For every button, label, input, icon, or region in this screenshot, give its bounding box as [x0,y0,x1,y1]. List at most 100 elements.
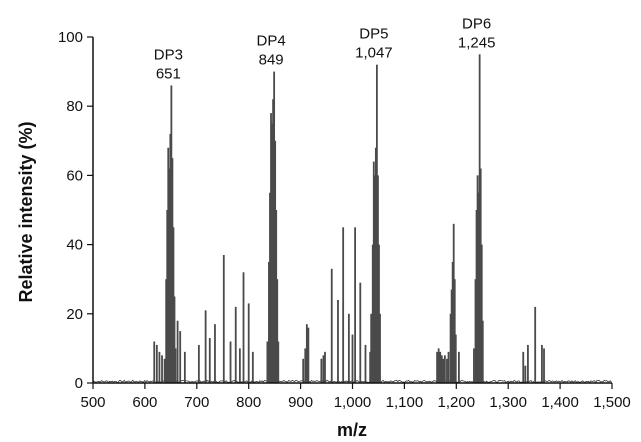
peak-bar [197,344,200,383]
peak-bar [322,355,325,383]
y-tick-label: 100 [58,29,83,46]
peak-name-label: DP3 [154,46,183,63]
peak-bar [446,358,448,383]
peak-bar [204,310,207,383]
peak-bar [271,123,273,383]
peak-bar [268,261,270,383]
peak-bar [371,244,374,383]
peak-bar [155,344,158,383]
peak-bar [277,341,280,383]
peak-bar [474,279,477,383]
x-axis-title: m/z [337,420,367,440]
peak-bar [450,289,453,383]
peak-bar [320,358,323,383]
peak-mz-label: 1,047 [355,45,393,62]
x-tick-label: 800 [236,394,261,411]
peak-bar [480,244,483,383]
peak-bar [447,351,450,383]
y-axis-title: Relative intensity (%) [16,121,36,302]
peak-bar [247,303,250,383]
peak-mz-label: 849 [259,52,284,69]
peak-bar [473,348,475,383]
spectrum-peaks [153,54,545,384]
peak-bar [324,351,326,383]
peak-bar [347,313,350,383]
peak-bar [359,282,362,383]
peak-bar [274,140,277,383]
x-tick-label: 700 [184,394,209,411]
peak-bar [534,306,537,383]
peak-bar [238,348,241,383]
x-tick-label: 1,100 [386,394,424,411]
peak-bar [176,320,179,383]
x-tick-label: 900 [288,394,313,411]
peak-bar [170,85,173,383]
peak-bar [541,344,543,383]
peak-bar [477,192,480,383]
peak-bar [377,175,379,383]
peak-bar [251,351,254,383]
peak-bar [167,147,170,383]
peak-bar [242,272,245,383]
y-tick-label: 20 [66,306,83,323]
peak-bar [543,348,545,383]
peak-bar [183,351,186,383]
peak-bar [374,147,377,383]
peak-bar [442,358,445,383]
peak-bar [452,223,455,383]
peak-annotations: DP3 651 DP4 849 DP5 1,047 DP6 1,245 [154,15,496,82]
peak-bar [302,358,305,383]
y-tick-label: 40 [66,237,83,254]
peak-bar [437,348,440,383]
x-tick-label: 1,400 [541,394,579,411]
peak-name-label: DP5 [359,26,388,43]
y-tick-label: 80 [66,98,83,115]
peak-bar [172,227,175,383]
peak-bar [369,351,372,383]
peak-bar [275,210,278,383]
peak-bar [174,348,177,383]
peak-bar [163,358,166,383]
peak-bar [439,351,442,383]
peak-bar [372,161,375,383]
peak-mz-label: 1,245 [458,34,496,51]
peak-bar [370,313,373,383]
y-tick-label: 60 [66,167,83,184]
peak-bar [475,210,478,383]
peak-bar [214,324,216,383]
peak-bar [458,351,460,383]
peak-bar [436,351,438,383]
peak-bar [179,331,182,383]
peak-bar [208,338,211,383]
peak-bar [375,64,378,384]
peak-bar [522,351,525,383]
peak-bar [166,210,169,383]
peak-bar [451,261,454,383]
peak-bar [305,324,308,383]
peak-bar [276,279,279,383]
peak-bar [165,279,168,383]
peak-bar [342,227,345,383]
peak-bar [158,351,161,383]
peak-bar [171,158,174,383]
peak-mz-label: 651 [156,65,181,82]
peak-bar [354,227,356,383]
peak-bar [527,344,529,383]
peak-bar [454,334,457,383]
peak-bar [168,168,171,383]
peak-bar [161,355,163,383]
peak-bar [364,344,367,383]
x-tick-label: 500 [80,394,105,411]
peak-bar [229,341,232,383]
x-tick-label: 1,500 [593,394,631,411]
peak-bar [479,168,482,383]
peak-bar [234,306,237,383]
peak-name-label: DP6 [462,15,491,32]
peak-bar [337,299,339,383]
x-tick-label: 1,300 [489,394,527,411]
peak-bar [222,254,225,383]
y-axis-ticks: 0 20 40 60 80 100 [58,29,93,392]
peak-bar [266,341,269,383]
peak-bar [330,268,333,383]
